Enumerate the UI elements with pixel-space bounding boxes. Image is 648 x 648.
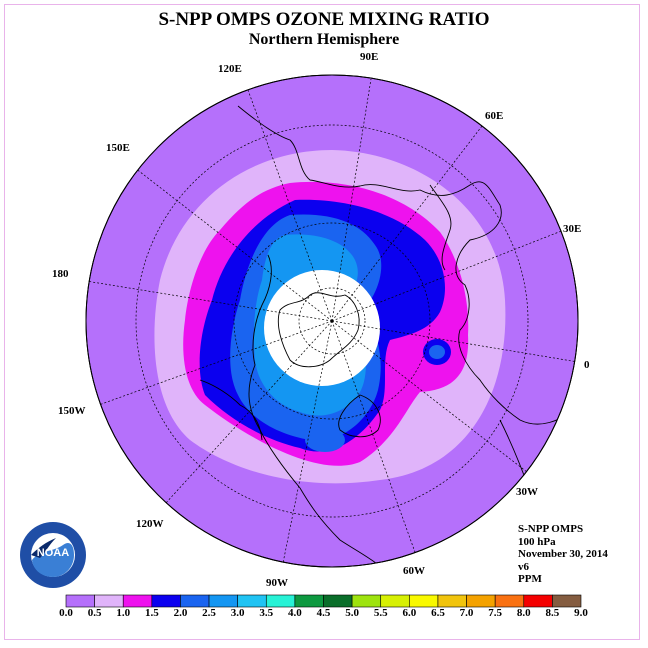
colorbar-tick-label: 2.5 bbox=[202, 607, 216, 619]
colorbar-tick-label: 5.5 bbox=[373, 607, 388, 619]
latitude-circle-30 bbox=[135, 124, 529, 518]
colorbar-tick-label: 9.0 bbox=[574, 607, 588, 619]
lon-label-120w: 120W bbox=[136, 518, 164, 530]
contour-spot-2 bbox=[305, 428, 345, 452]
colorbar-tick-label: 3.5 bbox=[259, 607, 274, 619]
colorbar-tick-label: 8.0 bbox=[516, 607, 531, 619]
lon-label-60w: 60W bbox=[403, 565, 425, 577]
lon-label-30e: 30E bbox=[563, 223, 582, 235]
noaa-logo-text: NOAA bbox=[37, 547, 69, 559]
colorbar-tick-label: 1.0 bbox=[116, 607, 131, 619]
colorbar-tick-label: 5.0 bbox=[345, 607, 359, 619]
colorbar-tick-label: 7.5 bbox=[488, 607, 503, 619]
no-data-pole bbox=[264, 270, 380, 386]
info-instrument: S-NPP OMPS bbox=[518, 523, 584, 535]
map-subtitle: Northern Hemisphere bbox=[248, 31, 400, 48]
info-version: v6 bbox=[518, 560, 529, 573]
colorbar-tick-label: 1.5 bbox=[144, 607, 159, 619]
coastline-alaska bbox=[199, 379, 263, 441]
lon-label-90w: 90W bbox=[266, 577, 288, 589]
colorbar-tick-label: 6.0 bbox=[402, 607, 417, 619]
info-date: November 30, 2014 bbox=[518, 548, 608, 560]
coastline-scandinavia bbox=[429, 184, 452, 271]
colorbar-tick-label: 8.5 bbox=[545, 607, 560, 619]
contour-spot-inner bbox=[429, 345, 445, 359]
colorbar-tick-label: 6.5 bbox=[431, 607, 445, 619]
info-units: PPM bbox=[518, 573, 542, 585]
lon-label-120e: 120E bbox=[218, 63, 242, 75]
info-level: 100 hPa bbox=[518, 535, 556, 548]
colorbar-tick-label: 0.0 bbox=[59, 607, 73, 619]
colorbar-tick-label: 0.5 bbox=[87, 607, 102, 619]
lon-label-90e: 90E bbox=[360, 51, 379, 63]
lon-label-30w: 30W bbox=[516, 486, 538, 498]
colorbar-tick-label: 7.0 bbox=[459, 607, 474, 619]
colorbar-tick-label: 4.5 bbox=[316, 607, 331, 619]
lon-label-150w: 150W bbox=[58, 405, 86, 417]
latitude-circle-80 bbox=[298, 287, 366, 355]
colorbar-tick-label: 2.0 bbox=[173, 607, 188, 619]
coastline-eurasia bbox=[237, 105, 576, 425]
lon-label-180: 180 bbox=[52, 268, 69, 280]
colorbar-tick-label: 4.0 bbox=[288, 607, 302, 619]
lon-label-150e: 150E bbox=[106, 142, 130, 154]
coastline-greenland bbox=[338, 394, 381, 438]
colorbar-tick-label: 3.0 bbox=[230, 607, 245, 619]
map-title: S-NPP OMPS OZONE MIXING RATIO bbox=[158, 9, 490, 30]
lon-label-60e: 60E bbox=[485, 110, 504, 122]
info-panel: S-NPP OMPS 100 hPa November 30, 2014 v6 … bbox=[518, 523, 608, 586]
figure-frame bbox=[4, 4, 640, 640]
latitude-circle-60 bbox=[233, 222, 431, 420]
lon-label-0: 0 bbox=[584, 359, 590, 371]
noaa-logo: NOAA bbox=[20, 522, 86, 588]
coastline-arctic bbox=[277, 292, 360, 368]
